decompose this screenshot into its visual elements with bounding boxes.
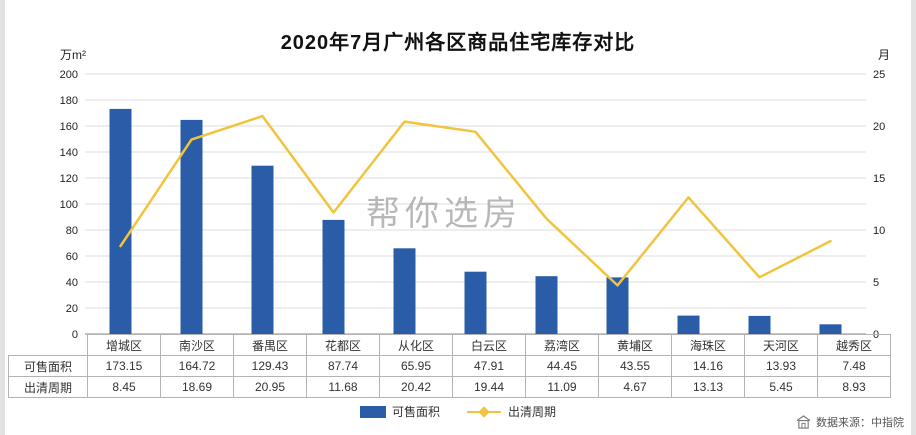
data-table: 增城区 南沙区 番禺区 花都区 从化区 白云区 荔湾区 黄埔区 海珠区 天河区 越秀区 可售面积 173… — [8, 334, 891, 398]
value-cell: 65.95 — [379, 355, 453, 377]
bar — [464, 271, 487, 334]
legend-item-bar: 可售面积 — [359, 403, 440, 420]
left-axis-unit: 万m² — [60, 48, 86, 62]
data-source-text: 数据来源：中指院 — [816, 417, 904, 429]
value-cell: 173.15 — [87, 355, 161, 377]
left-tick-label: 180 — [60, 95, 78, 107]
bar — [393, 248, 416, 334]
category-cell: 荔湾区 — [525, 334, 599, 356]
right-tick-label: 20 — [873, 121, 885, 133]
legend: 可售面积 出清周期 — [0, 403, 916, 420]
value-cell: 129.43 — [233, 355, 307, 377]
bar — [748, 315, 771, 334]
left-tick-label: 80 — [66, 225, 78, 237]
left-tick-label: 120 — [60, 173, 78, 185]
category-cell: 黄埔区 — [598, 334, 672, 356]
series-label-cell: 可售面积 — [8, 355, 88, 377]
left-tick-label: 140 — [60, 147, 78, 159]
bar — [606, 277, 629, 334]
value-cell: 4.67 — [598, 376, 672, 398]
chart-title: 2020年7月广州各区商品住宅库存对比 — [280, 32, 636, 54]
right-axis-unit: 月 — [877, 48, 890, 62]
line-series — [119, 114, 832, 287]
line-legend-label: 出清周期 — [508, 405, 557, 419]
house-icon — [796, 415, 811, 429]
category-cell: 花都区 — [306, 334, 380, 356]
category-cell: 番禺区 — [233, 334, 307, 356]
value-cell: 20.42 — [379, 376, 453, 398]
value-cell: 13.93 — [744, 355, 818, 377]
table-row: 可售面积 173.15 164.72 129.43 87.74 65.95 47.91 44.… — [8, 355, 891, 377]
bar — [180, 119, 203, 335]
left-tick-label: 20 — [66, 303, 78, 315]
left-edge-strip — [0, 0, 5, 435]
bar — [677, 315, 700, 334]
right-tick-label: 25 — [873, 69, 885, 81]
category-cell: 从化区 — [379, 334, 453, 356]
value-cell: 11.09 — [525, 376, 599, 398]
left-tick-label: 60 — [66, 251, 78, 263]
value-cell: 20.95 — [233, 376, 307, 398]
value-cell: 5.45 — [744, 376, 818, 398]
bar — [819, 324, 842, 334]
bar — [322, 219, 345, 334]
value-cell: 164.72 — [160, 355, 234, 377]
value-cell: 18.69 — [160, 376, 234, 398]
bar — [109, 108, 132, 335]
value-cell: 14.16 — [671, 355, 745, 377]
left-tick-label: 200 — [60, 69, 78, 81]
right-tick-label: 10 — [873, 225, 885, 237]
category-cell: 南沙区 — [160, 334, 234, 356]
right-tick-label: 15 — [873, 173, 885, 185]
category-cell: 越秀区 — [817, 334, 891, 356]
value-cell: 8.45 — [87, 376, 161, 398]
left-tick-label: 40 — [66, 277, 78, 289]
watermark: 帮你选房 — [366, 195, 522, 233]
bar-legend-label: 可售面积 — [391, 405, 440, 419]
value-cell: 47.91 — [452, 355, 526, 377]
value-cell: 13.13 — [671, 376, 745, 398]
left-tick-label: 160 — [60, 121, 78, 133]
legend-item-line: 出清周期 — [466, 403, 556, 420]
value-cell: 44.45 — [525, 355, 599, 377]
table-row: 出清周期 8.45 18.69 20.95 11.68 20.42 19.44 11.09 4.… — [8, 376, 891, 398]
left-tick-label: 100 — [60, 199, 78, 211]
table-corner — [9, 335, 88, 356]
value-cell: 19.44 — [452, 376, 526, 398]
series-label-cell: 出清周期 — [8, 376, 88, 398]
bar-legend-swatch — [359, 405, 386, 418]
left-tick-label: 0 — [72, 329, 78, 341]
category-cell: 增城区 — [87, 334, 161, 356]
bar — [535, 276, 558, 334]
value-cell: 43.55 — [598, 355, 672, 377]
category-cell: 天河区 — [744, 334, 818, 356]
table-row: 增城区 南沙区 番禺区 花都区 从化区 白云区 荔湾区 黄埔区 海珠区 天河区 越秀区 — [9, 334, 891, 356]
bar — [251, 165, 274, 334]
right-tick-label: 5 — [873, 277, 879, 289]
data-source: 数据来源：中指院 — [796, 414, 904, 430]
category-cell: 白云区 — [452, 334, 526, 356]
value-cell: 87.74 — [306, 355, 380, 377]
value-cell: 11.68 — [306, 376, 380, 398]
right-edge-strip — [911, 0, 916, 435]
category-cell: 海珠区 — [671, 334, 745, 356]
value-cell: 8.93 — [817, 376, 891, 398]
line-legend-swatch — [467, 405, 501, 418]
value-cell: 7.48 — [817, 355, 891, 377]
